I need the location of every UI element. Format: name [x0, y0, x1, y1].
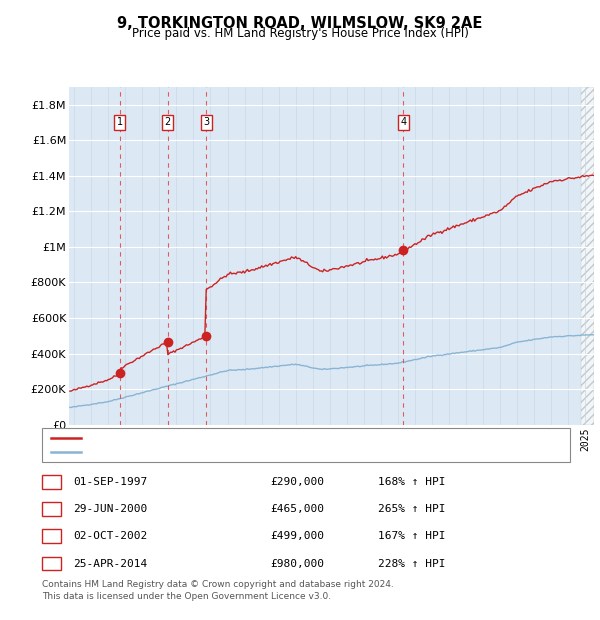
Text: 4: 4	[48, 559, 55, 569]
Text: £980,000: £980,000	[270, 559, 324, 569]
Text: £499,000: £499,000	[270, 531, 324, 541]
Text: 2: 2	[48, 504, 55, 514]
Text: 167% ↑ HPI: 167% ↑ HPI	[378, 531, 446, 541]
Text: £465,000: £465,000	[270, 504, 324, 514]
Text: 1: 1	[48, 477, 55, 487]
Text: 29-JUN-2000: 29-JUN-2000	[73, 504, 148, 514]
Text: HPI: Average price, detached house, Cheshire East: HPI: Average price, detached house, Ches…	[85, 448, 350, 458]
Text: 9, TORKINGTON ROAD, WILMSLOW, SK9 2AE: 9, TORKINGTON ROAD, WILMSLOW, SK9 2AE	[118, 16, 482, 30]
Text: 02-OCT-2002: 02-OCT-2002	[73, 531, 148, 541]
Text: 2: 2	[164, 117, 171, 127]
Text: 01-SEP-1997: 01-SEP-1997	[73, 477, 148, 487]
Text: £290,000: £290,000	[270, 477, 324, 487]
Text: 168% ↑ HPI: 168% ↑ HPI	[378, 477, 446, 487]
Text: 25-APR-2014: 25-APR-2014	[73, 559, 148, 569]
Text: 3: 3	[203, 117, 209, 127]
Text: 4: 4	[400, 117, 406, 127]
Text: 9, TORKINGTON ROAD, WILMSLOW, SK9 2AE (detached house): 9, TORKINGTON ROAD, WILMSLOW, SK9 2AE (d…	[85, 433, 411, 443]
Text: 265% ↑ HPI: 265% ↑ HPI	[378, 504, 446, 514]
Text: Price paid vs. HM Land Registry's House Price Index (HPI): Price paid vs. HM Land Registry's House …	[131, 27, 469, 40]
Text: Contains HM Land Registry data © Crown copyright and database right 2024.
This d: Contains HM Land Registry data © Crown c…	[42, 580, 394, 601]
Text: 1: 1	[116, 117, 122, 127]
Text: 228% ↑ HPI: 228% ↑ HPI	[378, 559, 446, 569]
Text: 3: 3	[48, 531, 55, 541]
